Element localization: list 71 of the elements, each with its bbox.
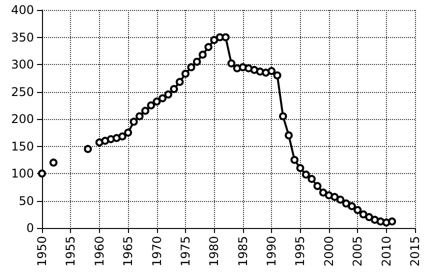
point	[101, 136, 110, 145]
point	[376, 217, 385, 226]
x-tick-label: 2010	[379, 236, 394, 267]
point	[250, 66, 258, 74]
y-tick-label: 50	[18, 194, 34, 208]
y-tick-label: 150	[11, 139, 34, 154]
point	[84, 144, 92, 153]
x-tick-label: 1970	[150, 236, 164, 267]
point	[313, 182, 322, 190]
point	[244, 64, 253, 72]
y-tick-label: 100	[11, 166, 34, 180]
point	[284, 131, 293, 140]
point	[319, 188, 328, 197]
point	[302, 170, 310, 179]
x-tick-label: 2015	[408, 236, 422, 267]
point	[158, 94, 167, 102]
y-tick-label: 300	[11, 58, 34, 72]
x-tick-label: 2005	[350, 236, 365, 267]
point	[354, 206, 362, 214]
point	[296, 164, 304, 172]
point	[290, 156, 298, 164]
point	[279, 112, 288, 120]
point	[147, 101, 156, 110]
point	[192, 58, 201, 66]
x-tick-label: 1975	[178, 236, 192, 267]
point	[256, 68, 264, 76]
x-tick-label: 1955	[64, 236, 78, 267]
x-tick-label: 1990	[264, 236, 279, 267]
point	[141, 106, 150, 115]
point	[118, 132, 126, 140]
x-tick-label: 1950	[35, 236, 49, 267]
point	[308, 174, 316, 183]
point	[365, 213, 374, 222]
point	[181, 70, 190, 78]
y-tick-label: 350	[11, 30, 34, 44]
point	[388, 217, 396, 226]
point	[348, 202, 356, 210]
point	[273, 71, 282, 80]
point	[330, 192, 339, 201]
x-tick-label: 1965	[121, 236, 136, 267]
point	[130, 118, 138, 126]
y-tick-label: 0	[26, 221, 34, 235]
point	[198, 50, 207, 59]
point	[95, 138, 104, 146]
x-tick-label: 1960	[92, 236, 106, 267]
point	[176, 78, 184, 86]
point	[170, 85, 178, 94]
point	[324, 191, 333, 200]
point	[268, 67, 276, 76]
point	[164, 90, 172, 98]
x-tick-label: 1985	[236, 236, 250, 267]
x-tick-label: 1995	[293, 236, 308, 267]
y-tick-label: 250	[11, 84, 34, 99]
point	[112, 134, 121, 142]
x-tick-label: 2000	[322, 236, 336, 267]
point	[187, 63, 196, 72]
point	[222, 33, 230, 42]
point	[136, 112, 144, 120]
point	[336, 196, 344, 204]
point	[359, 210, 368, 218]
point	[124, 128, 132, 137]
point	[233, 64, 242, 72]
point	[210, 36, 218, 44]
point	[49, 158, 58, 167]
point	[342, 199, 350, 208]
y-tick-label: 400	[11, 3, 34, 17]
point	[227, 59, 236, 68]
point	[152, 98, 161, 106]
y-tick-label: 200	[11, 112, 34, 126]
x-tick-label: 1980	[207, 236, 222, 267]
point	[204, 43, 212, 52]
